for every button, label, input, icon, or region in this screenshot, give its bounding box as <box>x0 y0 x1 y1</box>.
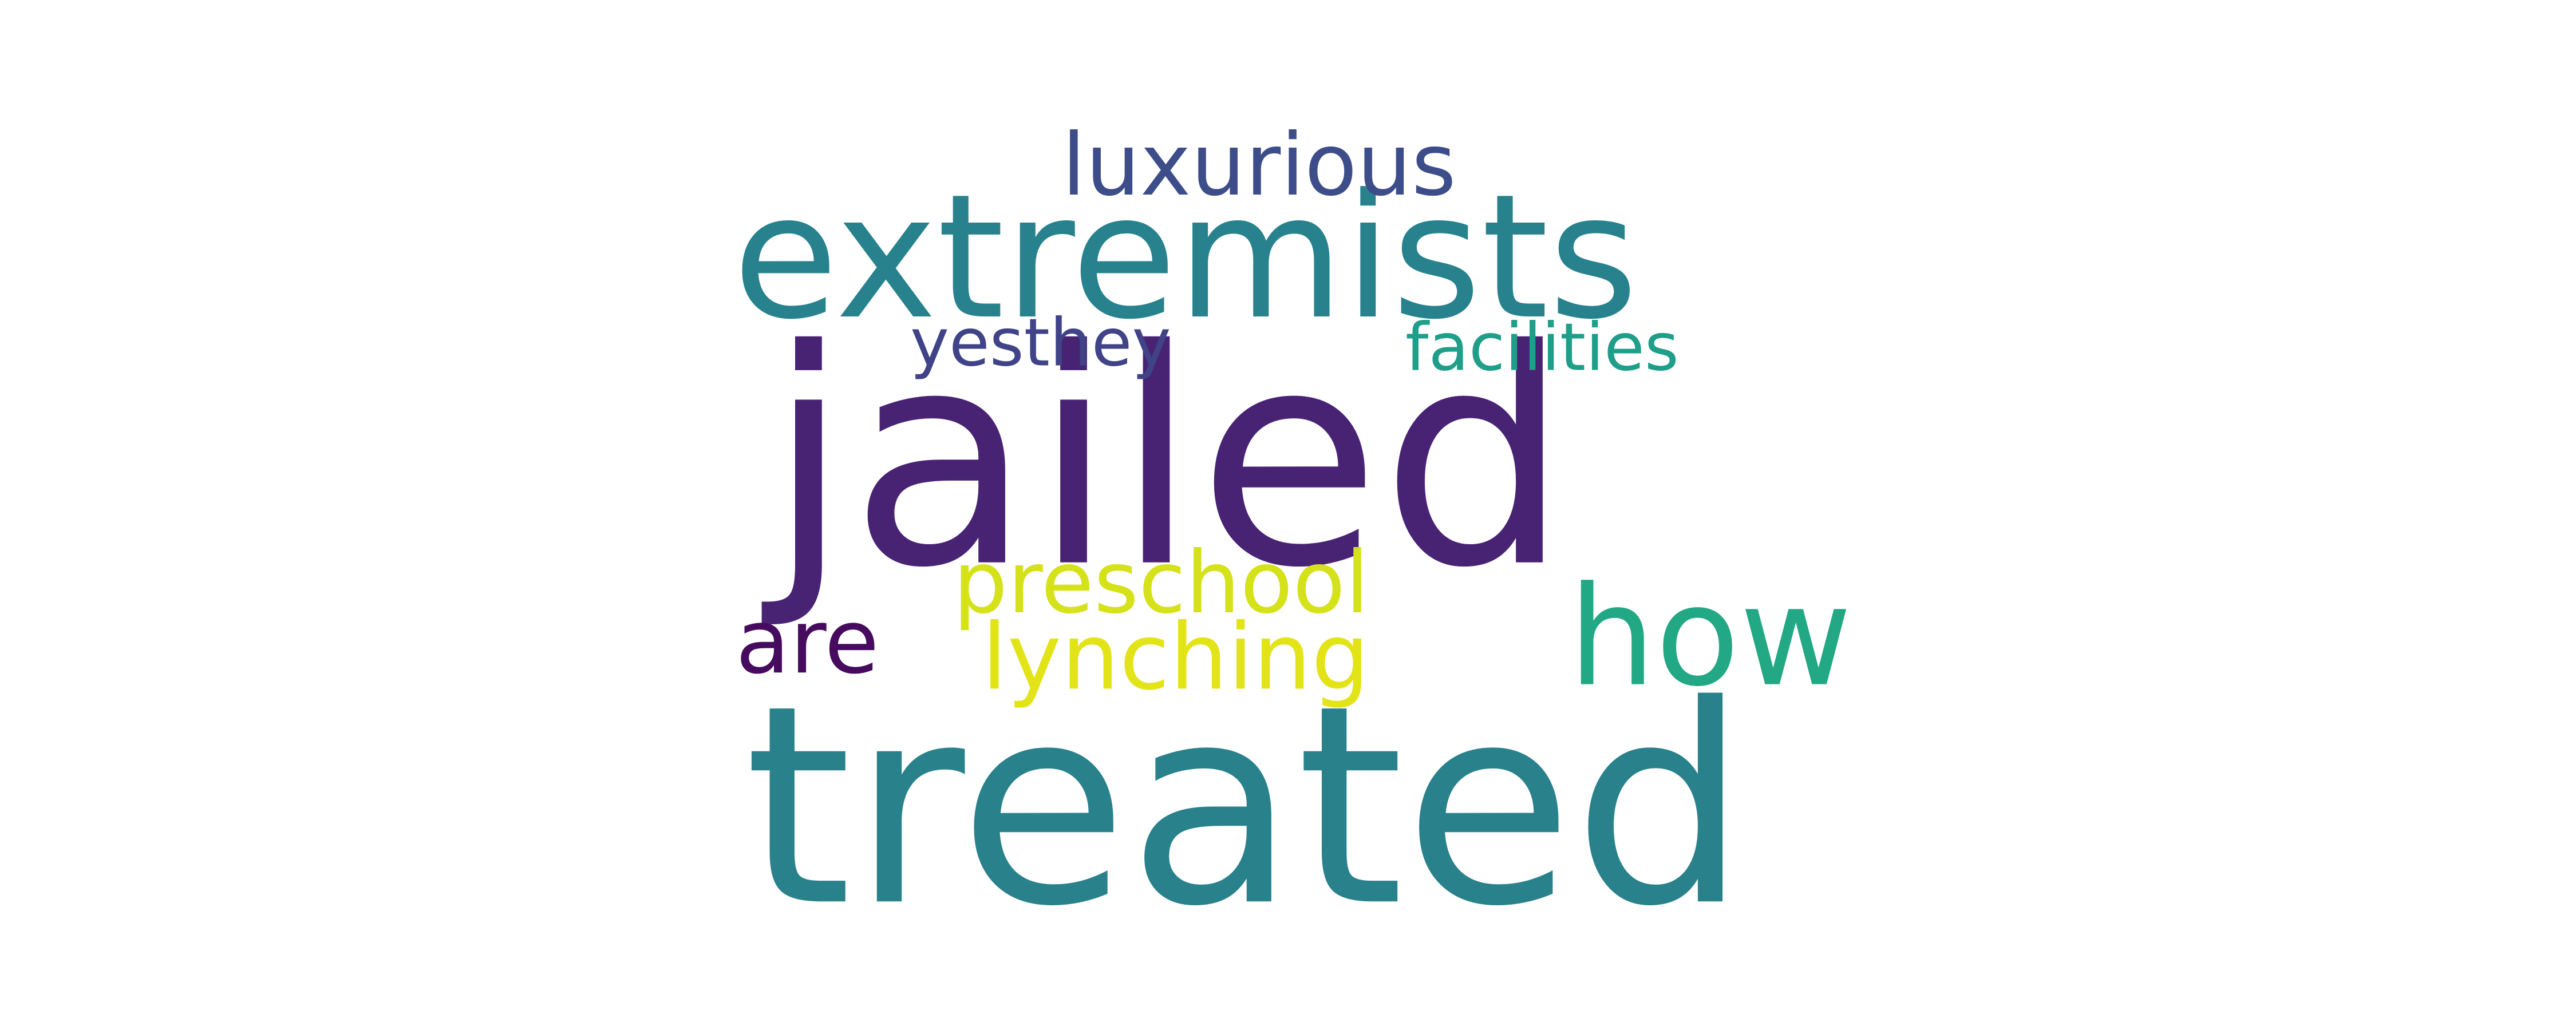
word-preschool: preschool <box>953 533 1369 633</box>
word-lynching: lynching <box>982 603 1370 711</box>
word-how: how <box>1568 556 1852 717</box>
word-jailed: jailed <box>767 286 1570 633</box>
word-facilities: facilities <box>1405 309 1679 386</box>
word-extremists: extremists <box>733 157 1638 357</box>
word-luxurious: luxurious <box>1062 116 1456 215</box>
word-are: are <box>736 590 879 694</box>
word-treated: treated <box>744 647 1748 967</box>
word-yesthey: yesthey <box>910 304 1171 382</box>
